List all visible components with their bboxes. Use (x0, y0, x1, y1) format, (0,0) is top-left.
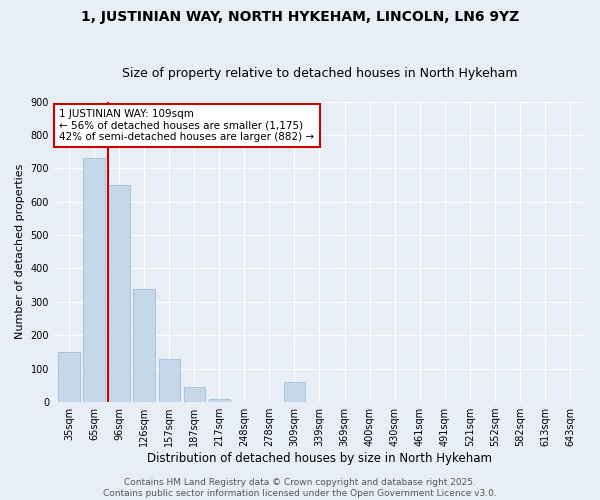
Bar (209, 398, 230, 402)
Bar (184, 387, 205, 402)
Text: Contains HM Land Registry data © Crown copyright and database right 2025.
Contai: Contains HM Land Registry data © Crown c… (103, 478, 497, 498)
Text: 1, JUSTINIAN WAY, NORTH HYKEHAM, LINCOLN, LN6 9YZ: 1, JUSTINIAN WAY, NORTH HYKEHAM, LINCOLN… (81, 10, 519, 24)
Bar (284, 382, 305, 402)
Bar (58, 352, 80, 402)
Title: Size of property relative to detached houses in North Hykeham: Size of property relative to detached ho… (122, 66, 517, 80)
Bar (83, 158, 104, 402)
Bar (109, 185, 130, 402)
X-axis label: Distribution of detached houses by size in North Hykeham: Distribution of detached houses by size … (147, 452, 492, 465)
Y-axis label: Number of detached properties: Number of detached properties (15, 164, 25, 340)
Text: 1 JUSTINIAN WAY: 109sqm
← 56% of detached houses are smaller (1,175)
42% of semi: 1 JUSTINIAN WAY: 109sqm ← 56% of detache… (59, 109, 314, 142)
Bar (158, 358, 180, 402)
Bar (133, 288, 155, 402)
